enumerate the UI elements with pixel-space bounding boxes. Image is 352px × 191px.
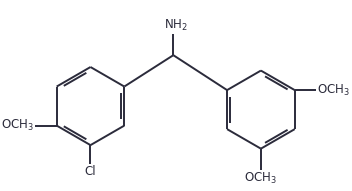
Text: OCH$_3$: OCH$_3$: [1, 118, 34, 133]
Text: OCH$_3$: OCH$_3$: [317, 83, 350, 98]
Text: Cl: Cl: [85, 165, 96, 178]
Text: OCH$_3$: OCH$_3$: [244, 171, 277, 186]
Text: NH$_2$: NH$_2$: [164, 18, 188, 33]
